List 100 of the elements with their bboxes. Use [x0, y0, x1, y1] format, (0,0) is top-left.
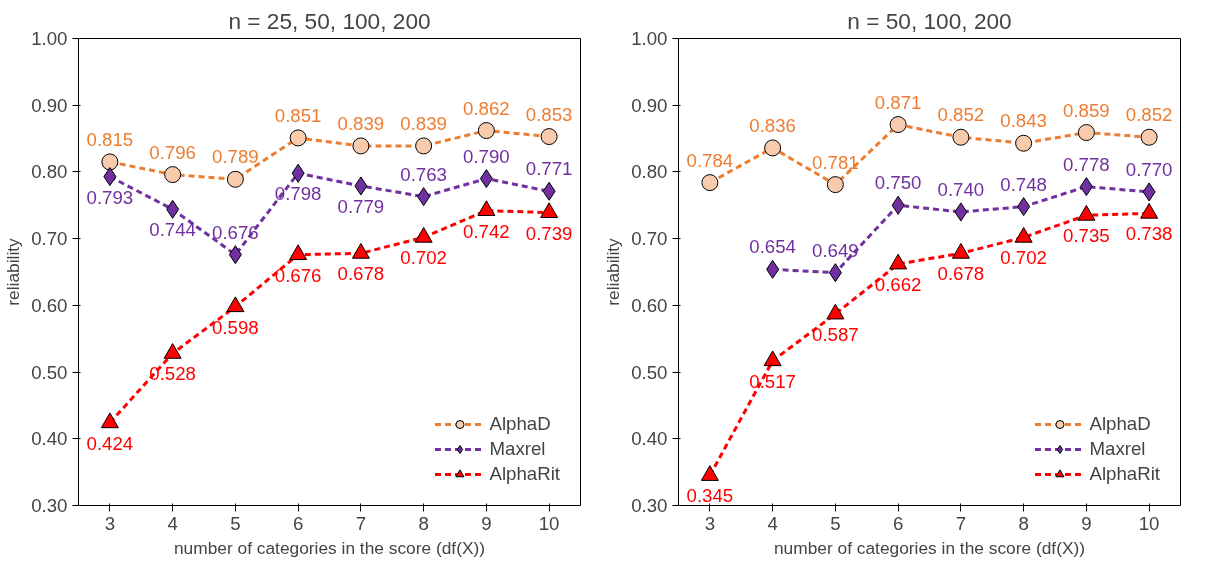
y-tick-label: 0.60: [631, 294, 668, 316]
legend-label: AlphaRit: [489, 463, 560, 485]
legend-label: AlphaD: [1089, 413, 1151, 435]
data-label: 0.852: [1125, 104, 1173, 126]
point: [228, 245, 242, 265]
data-label: 0.678: [937, 263, 985, 285]
point: [826, 303, 845, 320]
data-label: 0.424: [86, 432, 134, 454]
data-label: 0.676: [274, 264, 322, 286]
y-tick-label: 0.50: [631, 361, 668, 383]
x-tick-label: 10: [538, 512, 560, 534]
data-label: 0.738: [1125, 223, 1173, 245]
data-label: 0.598: [212, 316, 259, 338]
data-label: 0.740: [937, 178, 985, 200]
point: [103, 167, 117, 187]
y-axis-title: reliability: [603, 237, 624, 306]
data-label: 0.796: [149, 141, 196, 163]
x-tick-label: 7: [355, 512, 367, 534]
point: [1142, 182, 1156, 202]
point: [351, 243, 370, 259]
data-label: 0.748: [1000, 173, 1047, 195]
point: [417, 187, 431, 207]
point: [414, 226, 433, 243]
x-tick-label: 3: [104, 512, 116, 534]
y-tick-label: 0.70: [31, 228, 68, 250]
x-tick-label: 6: [892, 512, 904, 534]
point: [763, 350, 782, 367]
x-tick-label: 3: [704, 512, 716, 534]
point: [889, 253, 908, 270]
y-tick-label: 0.40: [631, 428, 668, 450]
point: [1017, 197, 1031, 217]
x-tick-label: 4: [167, 512, 178, 534]
data-label: 0.871: [874, 91, 922, 113]
point: [477, 200, 496, 217]
data-label: 0.649: [812, 239, 859, 261]
data-label: 0.779: [337, 195, 385, 217]
data-label: 0.587: [812, 324, 859, 346]
point: [291, 163, 305, 183]
data-label: 0.742: [463, 220, 510, 242]
point: [226, 296, 245, 313]
legend-label: AlphaD: [489, 413, 551, 435]
point: [891, 195, 905, 215]
data-label: 0.702: [1000, 247, 1047, 269]
data-label: 0.839: [337, 112, 385, 134]
chart-title: n = 50, 100, 200: [847, 7, 1012, 34]
y-tick-label: 0.40: [31, 428, 68, 450]
data-label: 0.744: [149, 219, 196, 241]
data-label: 0.836: [749, 114, 796, 136]
point: [1079, 177, 1093, 197]
point: [289, 244, 308, 261]
data-label: 0.735: [1063, 225, 1110, 247]
x-tick-label: 4: [767, 512, 778, 534]
data-label: 0.678: [337, 263, 385, 285]
data-label: 0.851: [274, 104, 322, 126]
data-label: 0.781: [812, 151, 859, 173]
point: [100, 412, 119, 429]
point: [954, 202, 968, 222]
data-label: 0.345: [686, 485, 734, 507]
x-tick-label: 5: [230, 512, 241, 534]
data-label: 0.654: [749, 236, 796, 258]
data-label: 0.852: [937, 104, 985, 126]
x-axis-title: number of categories in the score (df(X)): [173, 537, 486, 558]
x-tick-label: 7: [955, 512, 967, 534]
y-tick-label: 0.80: [631, 161, 668, 183]
y-tick-label: 1.00: [631, 28, 668, 49]
y-tick-label: 0.90: [631, 94, 668, 116]
legend-label: AlphaRit: [1089, 463, 1160, 485]
legend-label: Maxrel: [1089, 438, 1146, 460]
data-label: 0.771: [525, 158, 573, 180]
x-tick-label: 9: [481, 512, 492, 534]
data-label: 0.789: [212, 146, 259, 168]
data-label: 0.798: [274, 183, 322, 205]
point: [354, 176, 368, 196]
point: [166, 199, 180, 219]
data-label: 0.528: [149, 363, 196, 385]
point: [828, 263, 842, 283]
data-label: 0.763: [400, 163, 447, 185]
y-tick-label: 0.70: [631, 228, 668, 250]
point: [951, 243, 970, 259]
x-tick-label: 8: [418, 512, 429, 534]
data-label: 0.793: [86, 186, 134, 208]
y-tick-label: 0.50: [31, 361, 68, 383]
y-tick-label: 0.80: [31, 161, 68, 183]
data-label: 0.676: [212, 221, 259, 243]
data-label: 0.843: [1000, 110, 1047, 132]
data-label: 0.662: [874, 273, 922, 295]
y-axis-title: reliability: [3, 237, 24, 306]
point: [766, 259, 780, 279]
data-label: 0.778: [1063, 153, 1110, 175]
y-tick-label: 0.30: [31, 495, 68, 516]
point: [542, 181, 556, 201]
data-label: 0.859: [1063, 99, 1110, 121]
data-label: 0.862: [463, 97, 510, 119]
data-label: 0.770: [1125, 158, 1173, 180]
point: [479, 169, 493, 189]
x-tick-label: 9: [1081, 512, 1092, 534]
data-label: 0.750: [874, 172, 922, 194]
data-label: 0.839: [400, 112, 447, 134]
data-label: 0.517: [749, 370, 796, 392]
data-label: 0.739: [525, 222, 573, 244]
